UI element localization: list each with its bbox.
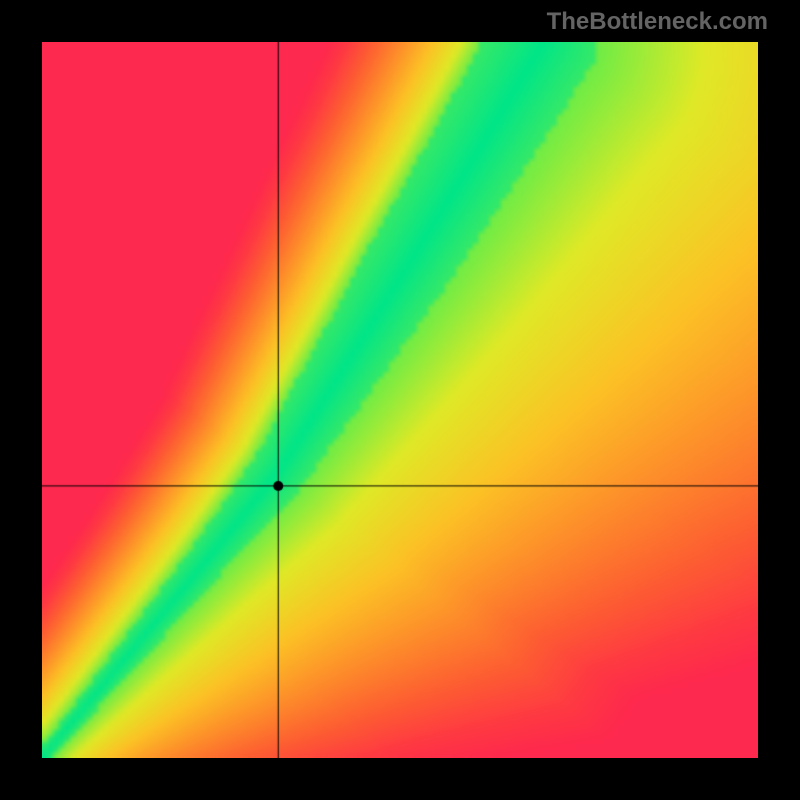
watermark-text: TheBottleneck.com [547, 8, 768, 36]
bottleneck-heatmap [42, 42, 758, 758]
